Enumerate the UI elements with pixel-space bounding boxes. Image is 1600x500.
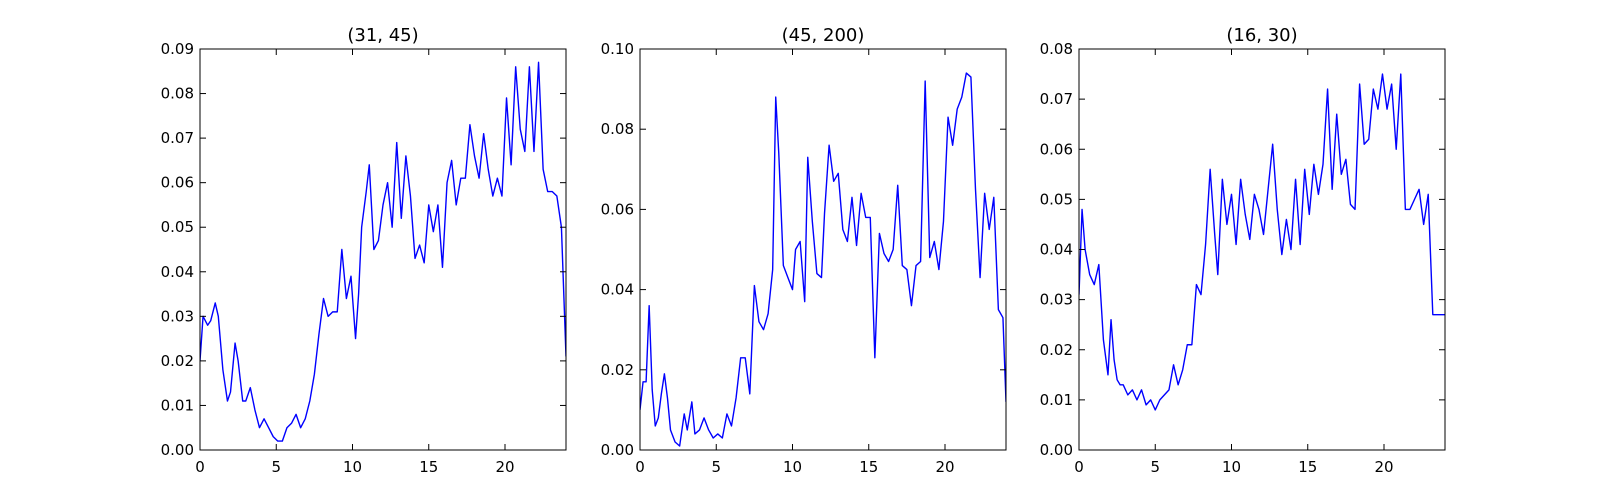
y-tick-label: 0.09 (161, 40, 194, 58)
series-line (1079, 73, 1445, 411)
x-tick-label: 10 (783, 458, 802, 476)
x-tick-label: 0 (195, 458, 205, 476)
y-tick-label: 0.05 (161, 218, 194, 236)
y-tick-label: 0.04 (601, 281, 634, 299)
x-tick-label: 5 (711, 458, 721, 476)
y-tick-label: 0.00 (161, 441, 194, 459)
y-tick-label: 0.00 (1040, 441, 1073, 459)
chart-panel-1: 0 5 10 15 20 0.00 0.01 0.02 0.03 0.04 0.05 0.06 0.07… (161, 25, 567, 476)
x-tick-label: 20 (935, 458, 954, 476)
x-tick-label: 20 (1374, 458, 1393, 476)
chart-title: (45, 200) (782, 25, 865, 46)
y-tick-label: 0.01 (161, 396, 194, 414)
x-tick-label: 15 (419, 458, 438, 476)
x-tick-label: 5 (1150, 458, 1160, 476)
chart-panel-2: 0 5 10 15 20 0.00 0.02 0.04 0.06 0.08 0.10 (45, 200… (601, 25, 1007, 476)
y-tick-label: 0.10 (601, 40, 634, 58)
y-tick-label: 0.05 (1040, 190, 1073, 208)
y-tick-label: 0.02 (601, 361, 634, 379)
plot-frame (199, 48, 567, 451)
y-tick-label: 0.08 (161, 85, 194, 103)
y-tick-label: 0.06 (161, 174, 194, 192)
y-tick-label: 0.08 (1040, 40, 1073, 58)
y-tick-label: 0.01 (1040, 391, 1073, 409)
y-tick-label: 0.03 (1040, 291, 1073, 309)
x-tick-label: 0 (1074, 458, 1084, 476)
chart-title: (16, 30) (1226, 25, 1297, 46)
x-tick-label: 0 (635, 458, 645, 476)
x-tick-label: 15 (859, 458, 878, 476)
x-tick-label: 5 (271, 458, 281, 476)
y-tick-label: 0.08 (601, 120, 634, 138)
y-tick-label: 0.06 (601, 200, 634, 218)
y-tick-label: 0.02 (1040, 341, 1073, 359)
plot-frame (639, 48, 1007, 451)
x-tick-label: 10 (1222, 458, 1241, 476)
y-tick-label: 0.00 (601, 441, 634, 459)
y-tick-label: 0.07 (1040, 90, 1073, 108)
y-tick-label: 0.02 (161, 352, 194, 370)
series-line (200, 61, 566, 442)
x-tick-label: 15 (1298, 458, 1317, 476)
x-tick-label: 20 (495, 458, 514, 476)
series-line (640, 72, 1006, 447)
y-tick-label: 0.07 (161, 129, 194, 147)
plot-frame (1078, 48, 1446, 451)
y-tick-label: 0.04 (161, 263, 194, 281)
x-tick-label: 10 (343, 458, 362, 476)
chart-title: (31, 45) (347, 25, 418, 46)
y-tick-label: 0.03 (161, 307, 194, 325)
y-tick-label: 0.04 (1040, 241, 1073, 259)
chart-panel-3: 0 5 10 15 20 0.00 0.01 0.02 0.03 0.04 0.05 0.06 0.07… (1040, 25, 1446, 476)
y-tick-label: 0.06 (1040, 140, 1073, 158)
